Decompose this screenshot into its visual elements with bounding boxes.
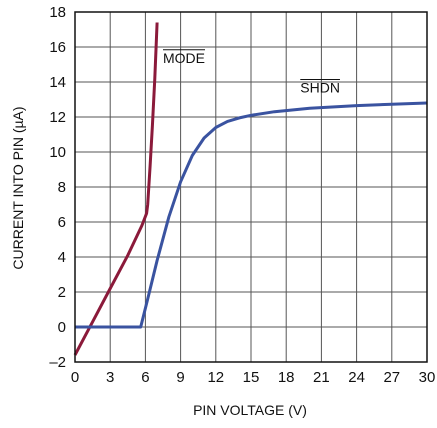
series-label-mode: MODE [163,50,205,66]
series-line-shdn [75,101,428,329]
y-tick-label: 18 [49,4,66,21]
x-tick-label: 15 [243,369,260,386]
y-tick-label: 8 [58,179,66,196]
x-tick-label: 9 [176,369,184,386]
x-axis-title: PIN VOLTAGE (V) [193,402,307,418]
y-tick-label: 12 [49,109,66,126]
series-label-shdn: SHDN [300,80,340,96]
series-line-mode [73,22,159,356]
y-tick-label: 14 [49,74,66,91]
y-tick-label: 4 [58,249,66,266]
x-tick-label: 0 [71,369,79,386]
x-tick-label: 27 [383,369,400,386]
y-axis-title: CURRENT INTO PIN (µA) [10,106,26,269]
y-tick-label: 2 [58,284,66,301]
x-tick-label: 12 [207,369,224,386]
y-tick-label: 10 [49,144,66,161]
x-tick-label: 6 [141,369,149,386]
y-tick-label: 16 [49,39,66,56]
series-lines [73,22,428,356]
series-labels: MODE SHDN [163,49,340,96]
grid [75,12,427,362]
x-tick-label: 18 [278,369,295,386]
y-tick-label: –2 [49,354,66,371]
x-tick-label: 30 [419,369,436,386]
x-tick-label: 24 [348,369,365,386]
plot-border [74,11,428,363]
x-tick-label: 3 [106,369,114,386]
plot-frame [74,11,428,363]
x-tick-label: 21 [313,369,330,386]
y-tick-label: 6 [58,214,66,231]
y-tick-label: 0 [58,319,66,336]
